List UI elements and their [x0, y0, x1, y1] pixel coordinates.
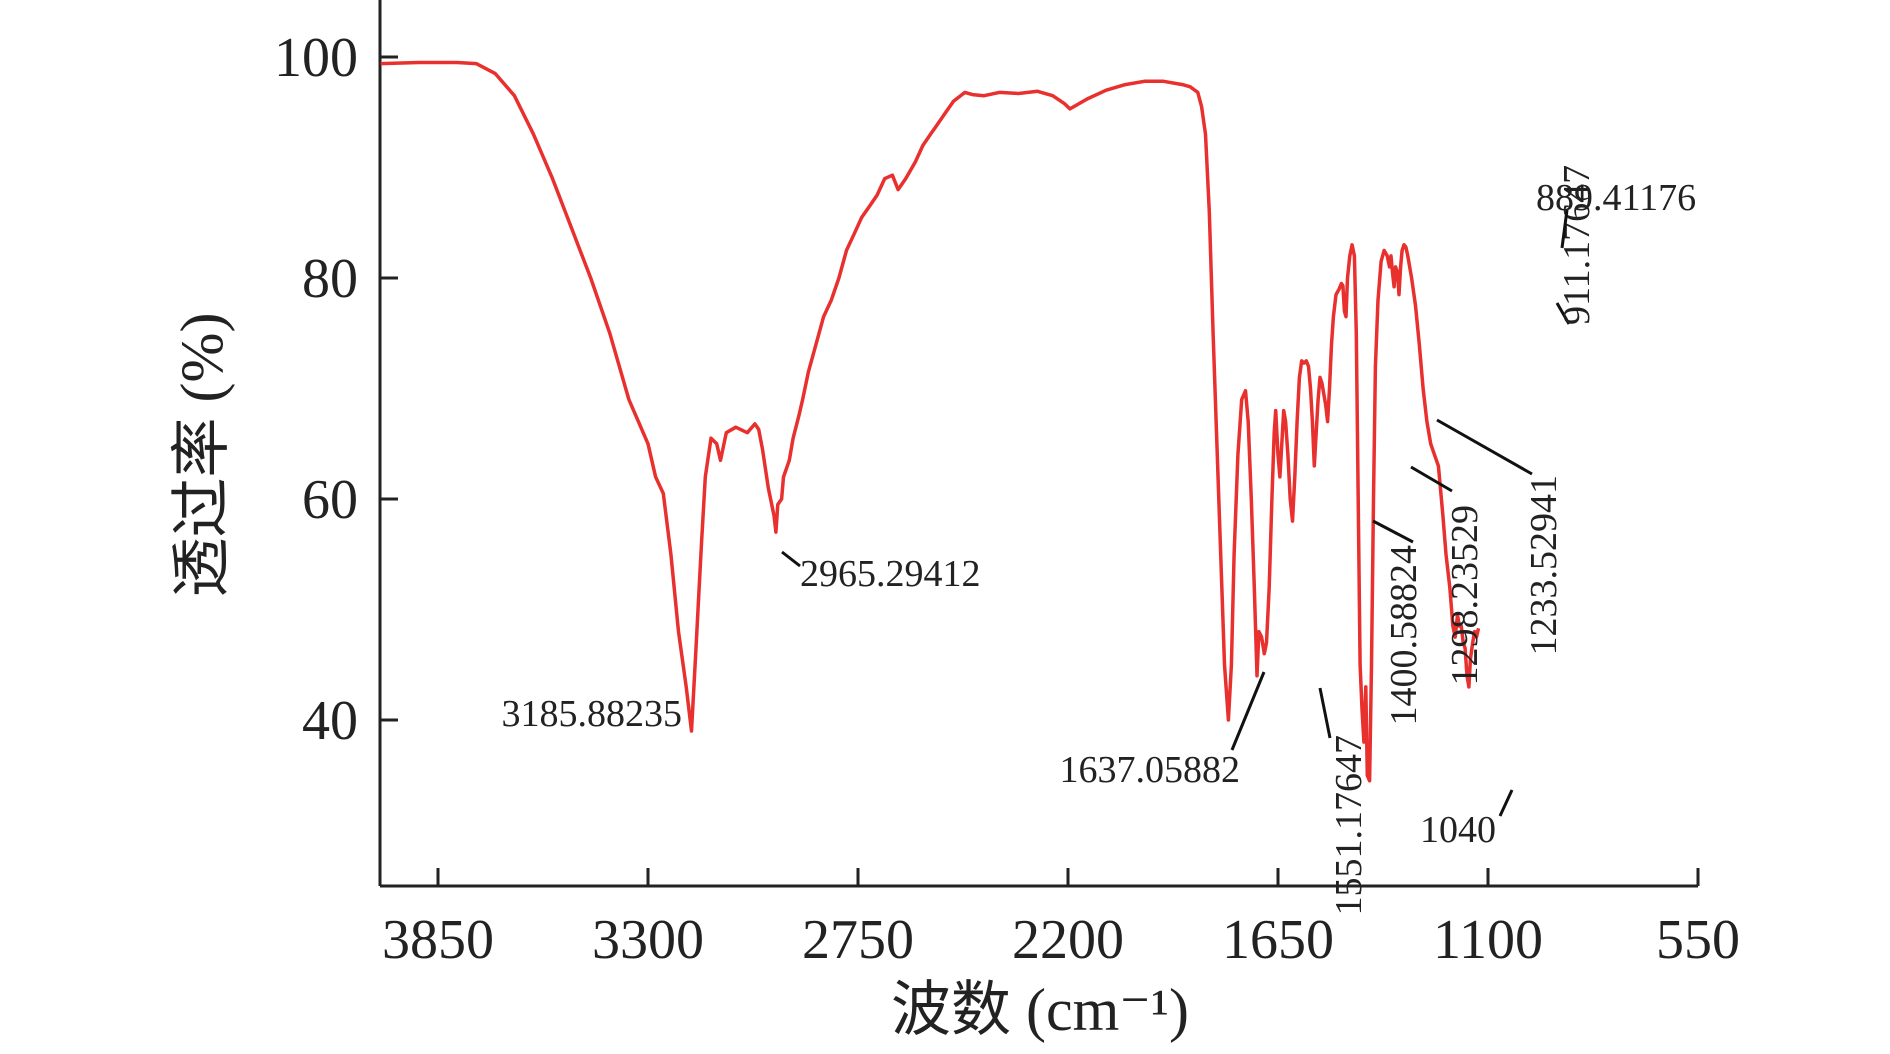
annotation-leader [1372, 519, 1414, 544]
annotation-leader [1560, 209, 1569, 249]
annotation-leader [781, 550, 801, 568]
peak-label: 3185.88235 [502, 693, 683, 735]
y-ticks: 40 60 80 100 [274, 27, 398, 752]
annotation-leader [1555, 302, 1571, 325]
peak-label: 1233.52941 [1523, 475, 1565, 656]
peak-label: 1298.23529 [1444, 505, 1486, 686]
peak-label: 1400.58824 [1383, 545, 1425, 726]
peak-label: 1637.05882 [1060, 749, 1241, 791]
x-tick-label: 2200 [1012, 909, 1124, 971]
x-axis-title: 波数 (cm⁻¹) [891, 977, 1189, 1043]
peak-annotations: 3185.88235 2965.29412 1637.05882 1551.17647… [502, 165, 1697, 916]
peak-label: 1040 [1420, 809, 1496, 851]
annotation-leader [1498, 789, 1514, 817]
y-axis-title: 透过率 (%) [169, 313, 235, 598]
x-tick-label: 3850 [382, 909, 494, 971]
x-tick-label: 1100 [1433, 909, 1543, 971]
spectrum-line [380, 60, 1481, 783]
peak-label: 1551.17647 [1328, 735, 1370, 916]
x-ticks: 3850 3300 2750 2200 1650 1100 550 [382, 868, 1740, 971]
annotation-leader [1230, 671, 1266, 751]
y-tick-label: 80 [302, 248, 358, 310]
x-tick-label: 3300 [592, 909, 704, 971]
y-tick-label: 60 [302, 469, 358, 531]
x-tick-label: 550 [1656, 909, 1740, 971]
peak-label: 2965.29412 [800, 553, 981, 595]
y-tick-label: 100 [274, 27, 358, 89]
y-tick-label: 40 [302, 690, 358, 752]
annotation-leader [1410, 465, 1453, 493]
peak-label: 889.41176 [1536, 177, 1696, 219]
annotation-leader [1436, 418, 1533, 476]
axes [378, 0, 1698, 888]
x-tick-label: 2750 [802, 909, 914, 971]
x-tick-label: 1650 [1222, 909, 1334, 971]
annotation-leader [1318, 687, 1332, 739]
